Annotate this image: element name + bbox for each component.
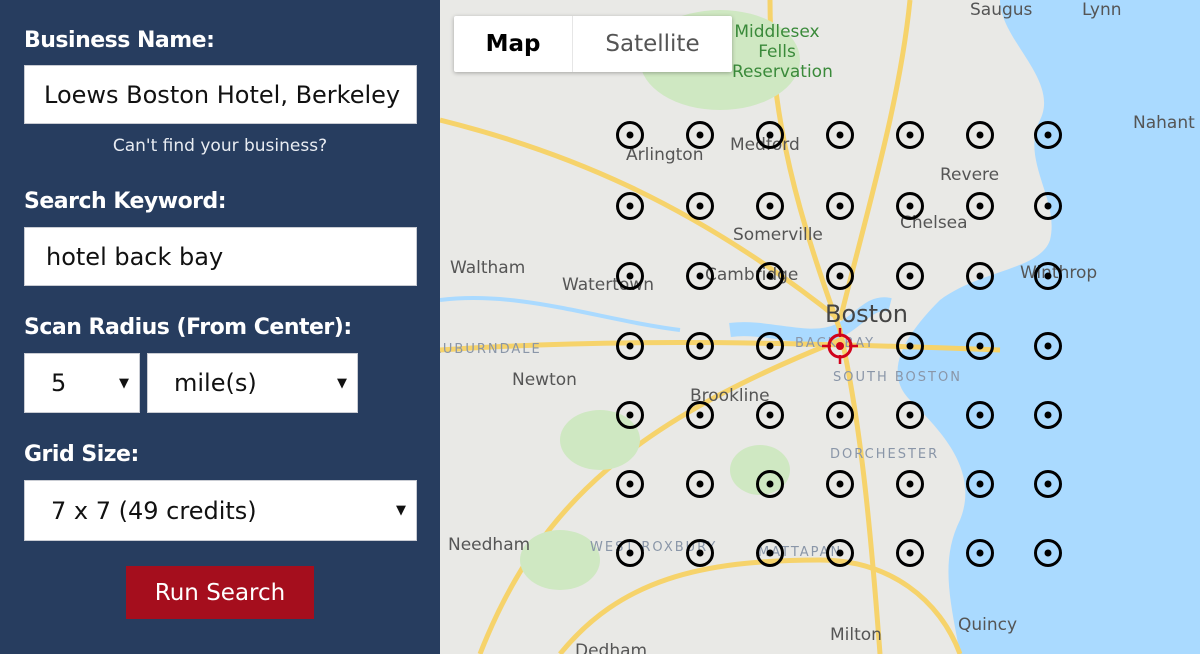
grid-point-marker[interactable] (686, 539, 714, 567)
grid-point-marker[interactable] (966, 121, 994, 149)
grid-point-marker[interactable] (1034, 121, 1062, 149)
place-label: Cambridge (705, 265, 799, 285)
grid-point-marker[interactable] (896, 121, 924, 149)
grid-point-marker[interactable] (686, 192, 714, 220)
grid-point-marker[interactable] (616, 332, 644, 360)
place-label: Arlington (626, 145, 704, 165)
grid-point-marker[interactable] (826, 121, 854, 149)
grid-point-marker[interactable] (896, 401, 924, 429)
grid-point-marker[interactable] (966, 539, 994, 567)
place-label: Waltham (450, 258, 526, 278)
chevron-down-icon: ▼ (337, 375, 347, 391)
grid-point-marker[interactable] (616, 539, 644, 567)
chevron-down-icon: ▼ (396, 503, 406, 518)
radius-unit-value: mile(s) (174, 369, 257, 397)
place-label: Middlesex Fells Reservation (732, 22, 833, 82)
grid-point-marker[interactable] (616, 262, 644, 290)
grid-point-marker[interactable] (1034, 470, 1062, 498)
cant-find-business-link[interactable]: Can't find your business? (112, 136, 328, 156)
place-label: Boston (825, 300, 908, 328)
grid-point-marker[interactable] (686, 262, 714, 290)
center-crosshair-icon (822, 328, 858, 364)
tab-satellite[interactable]: Satellite (572, 16, 732, 72)
place-label: Dedham (575, 641, 648, 654)
grid-point-marker[interactable] (826, 262, 854, 290)
place-label: DORCHESTER (830, 447, 940, 462)
tab-map[interactable]: Map (485, 31, 541, 57)
grid-point-marker[interactable] (826, 470, 854, 498)
grid-point-marker[interactable] (966, 401, 994, 429)
grid-point-marker[interactable] (896, 332, 924, 360)
grid-point-marker[interactable] (1034, 262, 1062, 290)
map-canvas[interactable]: Saugus Lynn Middlesex Fells Reservation Nah… (440, 0, 1200, 654)
grid-point-marker[interactable] (966, 192, 994, 220)
grid-size-value: 7 x 7 (49 credits) (51, 496, 257, 525)
radius-select[interactable]: 5 ▼ (24, 353, 140, 413)
business-name-input[interactable]: Loews Boston Hotel, Berkeley (24, 65, 417, 124)
scan-radius-label: Scan Radius (From Center): (24, 315, 352, 340)
grid-point-marker[interactable] (1034, 192, 1062, 220)
run-search-button[interactable]: Run Search (126, 566, 314, 619)
grid-point-marker[interactable] (756, 401, 784, 429)
place-label: Nahant (1133, 113, 1195, 133)
grid-point-marker[interactable] (896, 192, 924, 220)
place-label: Revere (940, 165, 1000, 185)
grid-point-marker[interactable] (1034, 332, 1062, 360)
place-label: Saugus (970, 0, 1033, 20)
grid-point-marker[interactable] (1034, 539, 1062, 567)
grid-point-marker[interactable] (756, 332, 784, 360)
grid-point-marker[interactable] (896, 262, 924, 290)
grid-point-marker[interactable] (756, 539, 784, 567)
map-type-control: Map Satellite (454, 16, 732, 72)
grid-point-marker[interactable] (896, 470, 924, 498)
grid-point-marker[interactable] (826, 539, 854, 567)
search-panel: Business Name: Loews Boston Hotel, Berke… (0, 0, 440, 654)
grid-point-marker[interactable] (756, 192, 784, 220)
chevron-down-icon: ▼ (119, 375, 129, 391)
place-label: Quincy (958, 615, 1018, 635)
radius-value: 5 (51, 369, 67, 397)
grid-point-marker[interactable] (826, 192, 854, 220)
grid-size-select[interactable]: 7 x 7 (49 credits) ▼ (24, 480, 417, 541)
search-keyword-label: Search Keyword: (24, 189, 227, 214)
place-label: Newton (512, 370, 577, 390)
grid-point-marker[interactable] (756, 121, 784, 149)
place-label: AUBURNDALE (440, 342, 542, 357)
grid-point-marker[interactable] (966, 470, 994, 498)
grid-point-marker[interactable] (756, 262, 784, 290)
place-label: Brookline (690, 386, 770, 406)
grid-point-marker[interactable] (616, 121, 644, 149)
place-label: Lynn (1082, 0, 1122, 20)
place-label: Needham (448, 535, 531, 555)
grid-point-marker[interactable] (686, 121, 714, 149)
grid-point-marker[interactable] (686, 470, 714, 498)
grid-point-marker[interactable] (686, 401, 714, 429)
place-label: Somerville (733, 225, 823, 245)
grid-point-marker[interactable] (896, 539, 924, 567)
search-keyword-input[interactable]: hotel back bay (24, 227, 417, 286)
grid-point-marker[interactable] (616, 192, 644, 220)
grid-point-marker[interactable] (1034, 401, 1062, 429)
grid-point-marker[interactable] (966, 332, 994, 360)
grid-point-marker[interactable] (756, 470, 784, 498)
grid-point-marker[interactable] (616, 401, 644, 429)
place-label: SOUTH BOSTON (833, 370, 962, 385)
grid-size-label: Grid Size: (24, 442, 139, 467)
business-name-label: Business Name: (24, 28, 215, 53)
radius-unit-select[interactable]: mile(s) ▼ (147, 353, 358, 413)
grid-point-marker[interactable] (616, 470, 644, 498)
place-label: Milton (830, 625, 882, 645)
grid-point-marker[interactable] (686, 332, 714, 360)
grid-point-marker[interactable] (826, 401, 854, 429)
grid-point-marker[interactable] (966, 262, 994, 290)
